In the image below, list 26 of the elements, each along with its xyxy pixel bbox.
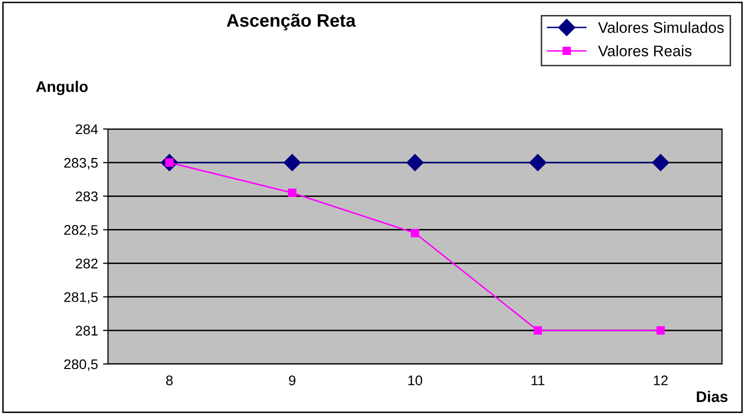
y-tick-label: 283 (76, 191, 98, 202)
point (284, 154, 301, 172)
y-tick-label: 282 (76, 258, 98, 268)
point (534, 326, 542, 335)
y-tick-label: 283,5 (64, 158, 98, 170)
point (410, 228, 420, 238)
point (656, 326, 665, 335)
point (288, 188, 296, 197)
x-axis-title: Dias (696, 390, 728, 402)
y-tick-label: 281 (76, 326, 98, 336)
x-tick-label: 8 (166, 375, 173, 386)
point (529, 154, 546, 172)
x-tick-label: 9 (288, 375, 296, 386)
y-tick-label: 280,5 (64, 359, 98, 371)
point (652, 154, 670, 172)
chart-title: Ascenção Reta (226, 14, 356, 30)
legend-label: Valores Reais (598, 45, 692, 56)
y-tick-label: 284 (76, 124, 98, 134)
y-tick-label: 282,5 (64, 225, 98, 237)
y-axis-title: Angulo (36, 80, 88, 96)
x-tick-label: 11 (532, 376, 544, 386)
y-tick-label: 281,5 (64, 292, 98, 304)
x-tick-label: 10 (408, 375, 422, 386)
legend-label: Valores Simulados (598, 22, 724, 33)
x-tick-label: 12 (654, 375, 668, 386)
point (406, 154, 424, 172)
